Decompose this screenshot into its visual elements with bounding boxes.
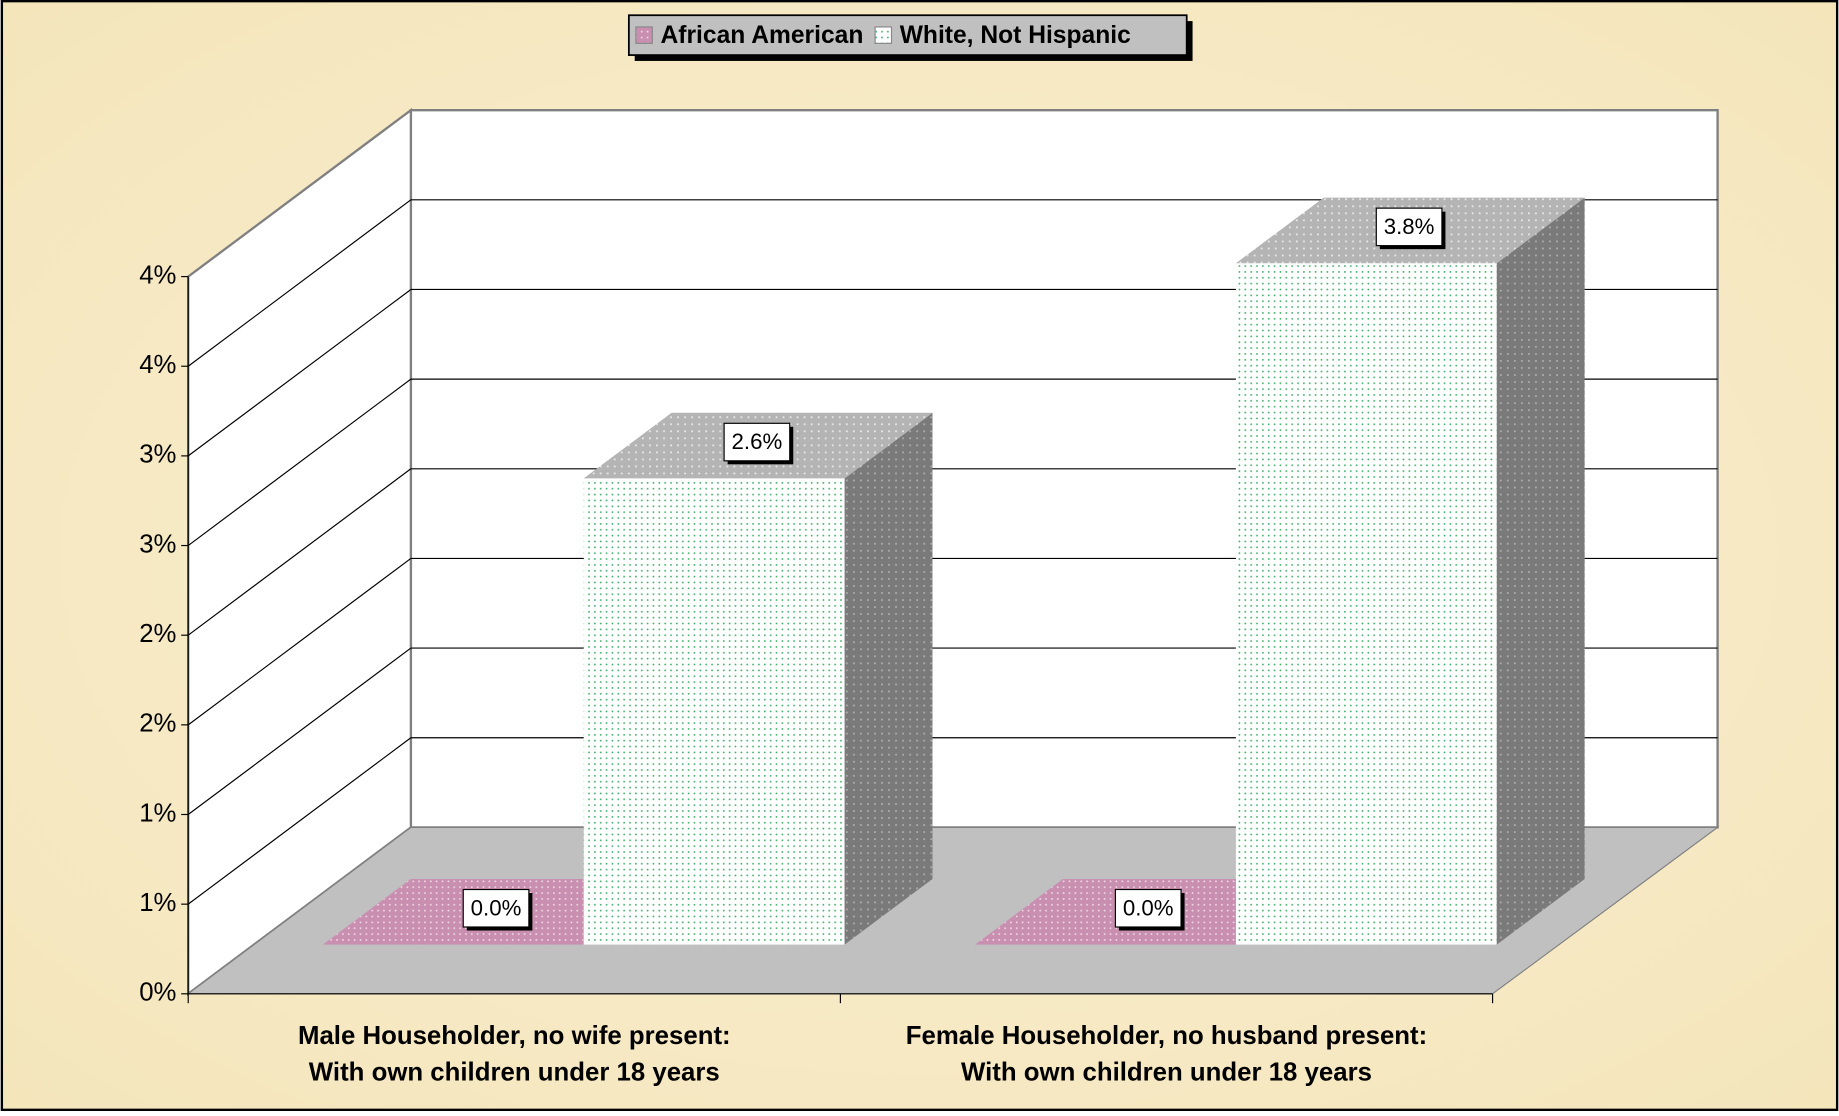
bar-side [844,412,933,945]
y-tick-label: 4% [139,351,176,379]
value-label: 3.8% [1384,214,1435,239]
x-label-box: Male Householder, no wife present: With … [297,1020,731,1087]
y-tick-label: 3% [139,530,176,558]
grid-line [187,737,412,905]
grid-line [187,199,412,367]
grid-line [187,289,412,457]
grid-line [187,647,412,815]
value-label-box [723,422,791,462]
grid-line [187,378,412,547]
y-tick-label: 4% [139,261,176,289]
bar-side [1496,197,1585,945]
legend-swatch [874,26,893,44]
legend-label: White, Not Hispanic [900,22,1131,49]
legend-swatch [635,26,653,44]
y-tick-label: 2% [139,710,176,738]
y-tick-label: 0% [139,979,176,1007]
legend: African American White, Not Hispanic [627,14,1193,61]
y-tick-label: 1% [139,799,176,827]
x-tick-label: Female Householder, no husband present: … [905,1020,1428,1087]
bar-front [583,478,845,945]
y-tick-label: 3% [139,441,176,469]
x-label-box: Female Householder, no husband present: … [905,1020,1428,1087]
value-label-box [1114,888,1182,928]
value-label: 2.6% [732,429,783,454]
y-tick-label: 2% [139,620,176,648]
grid-line [187,468,412,636]
value-label: 0.0% [1123,895,1174,920]
y-tick-label: 1% [139,889,176,917]
value-label: 0.0% [471,895,522,920]
grid-line [187,557,412,726]
bar-front [1235,263,1497,945]
legend-label: African American [661,22,864,49]
value-label-box [1375,207,1443,247]
value-label-box [462,888,530,928]
x-tick-label: Male Householder, no wife present: With … [297,1020,731,1087]
